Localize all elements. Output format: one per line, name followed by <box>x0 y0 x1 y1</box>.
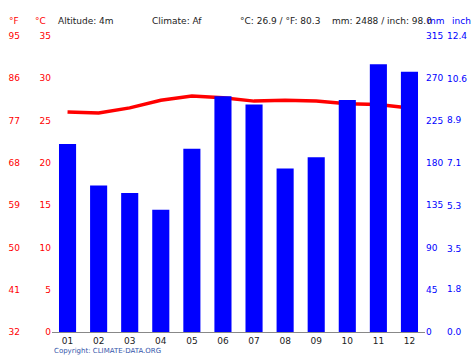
svg-text:09: 09 <box>310 336 322 346</box>
svg-text:11: 11 <box>373 336 384 346</box>
svg-text:0: 0 <box>45 327 51 337</box>
svg-text:1.8: 1.8 <box>447 284 462 294</box>
svg-text:12: 12 <box>404 336 415 346</box>
svg-text:07: 07 <box>248 336 259 346</box>
svg-text:10.6: 10.6 <box>447 74 467 84</box>
svg-text:35: 35 <box>40 31 51 41</box>
svg-text:45: 45 <box>426 285 437 295</box>
svg-text:mm: mm <box>427 16 445 26</box>
svg-text:7.1: 7.1 <box>447 158 461 168</box>
svg-text:41: 41 <box>9 285 20 295</box>
svg-text:10: 10 <box>40 243 52 253</box>
svg-text:12.4: 12.4 <box>447 31 467 41</box>
svg-text:8.9: 8.9 <box>447 115 462 125</box>
svg-text:32: 32 <box>9 327 20 337</box>
svg-text:02: 02 <box>93 336 104 346</box>
svg-text:135: 135 <box>426 200 443 210</box>
svg-text:inch: inch <box>452 16 471 26</box>
svg-text:08: 08 <box>279 336 291 346</box>
svg-text:5: 5 <box>45 285 51 295</box>
svg-text:50: 50 <box>9 243 21 253</box>
svg-text:86: 86 <box>9 73 21 83</box>
svg-text:270: 270 <box>426 73 443 83</box>
svg-text:°C: °C <box>35 16 46 26</box>
svg-text:225: 225 <box>426 116 443 126</box>
svg-text:0.0: 0.0 <box>447 327 462 337</box>
svg-text:03: 03 <box>124 336 135 346</box>
svg-text:3.5: 3.5 <box>447 244 461 254</box>
svg-text:90: 90 <box>426 243 438 253</box>
svg-text:04: 04 <box>155 336 167 346</box>
svg-text:20: 20 <box>40 158 52 168</box>
svg-text:5.3: 5.3 <box>447 201 461 211</box>
svg-text:180: 180 <box>426 158 443 168</box>
svg-text:10: 10 <box>342 336 354 346</box>
svg-text:25: 25 <box>40 116 51 126</box>
svg-text:05: 05 <box>186 336 197 346</box>
svg-text:Climate: Af: Climate: Af <box>152 16 202 26</box>
svg-text:Copyright: CLIMATE-DATA.ORG: Copyright: CLIMATE-DATA.ORG <box>54 347 161 355</box>
svg-text:01: 01 <box>62 336 73 346</box>
svg-text:15: 15 <box>40 200 51 210</box>
svg-text:315: 315 <box>426 31 443 41</box>
svg-text:Altitude: 4m: Altitude: 4m <box>58 16 114 26</box>
svg-text:°F: °F <box>9 16 19 26</box>
svg-text:30: 30 <box>40 73 52 83</box>
svg-text:68: 68 <box>9 158 21 168</box>
svg-text:59: 59 <box>9 200 21 210</box>
svg-text:°C: 26.9 / °F: 80.3: °C: 26.9 / °F: 80.3 <box>240 16 320 26</box>
svg-text:77: 77 <box>9 116 20 126</box>
svg-text:mm: 2488 / inch: 98.0: mm: 2488 / inch: 98.0 <box>332 16 432 26</box>
svg-text:06: 06 <box>217 336 229 346</box>
svg-text:95: 95 <box>9 31 20 41</box>
svg-text:0: 0 <box>426 327 432 337</box>
